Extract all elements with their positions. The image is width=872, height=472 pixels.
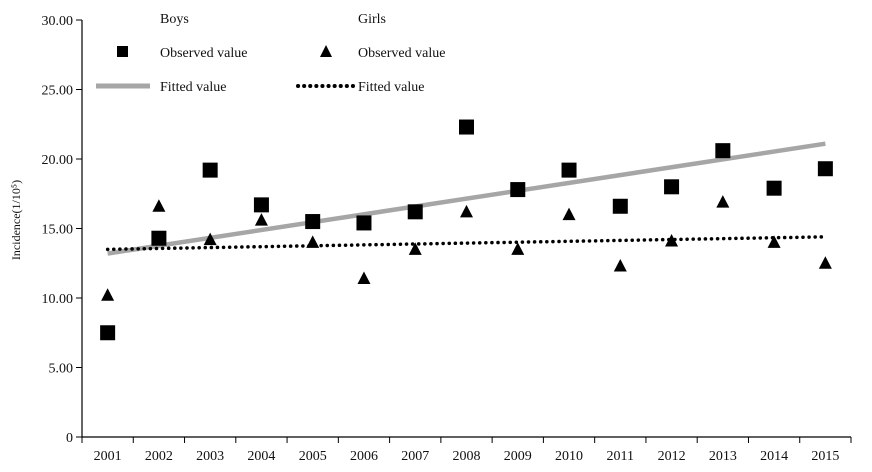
legend-boys-header: Boys <box>160 12 189 27</box>
boys-observed-point <box>305 214 321 230</box>
boys-observed-point <box>407 204 423 220</box>
girls-observed-point <box>152 199 166 212</box>
y-tick-label: 15.00 <box>42 223 74 238</box>
girls-observed-point <box>306 235 320 248</box>
x-tick-label: 2008 <box>453 449 481 464</box>
x-tick-label: 2015 <box>811 449 839 464</box>
x-tick-label: 2010 <box>555 449 583 464</box>
girls-observed-point <box>460 204 473 218</box>
girls-fitted-line <box>105 235 828 252</box>
girls-observed-point <box>408 242 422 255</box>
boys-observed-point <box>715 143 731 159</box>
x-tick-label: 2011 <box>607 449 634 464</box>
boys-observed-point <box>100 325 116 341</box>
boys-observed-point <box>664 179 680 195</box>
y-axis-title: Incidence(1/10⁵) <box>9 180 23 260</box>
y-tick-label: 10.00 <box>42 292 74 307</box>
girls-observed-point <box>511 242 525 255</box>
x-tick-label: 2006 <box>350 449 378 464</box>
boys-observed-point <box>766 180 782 196</box>
boys-observed-point <box>510 182 526 198</box>
girls-observed-point <box>767 235 781 248</box>
boys-fitted-line <box>107 141 826 256</box>
y-axis-ticks: 0 5.00 10.00 15.00 20.00 25.00 30.00 <box>42 14 82 446</box>
legend-girls-fitted-label: Fitted value <box>358 80 425 95</box>
x-tick-label: 2005 <box>299 449 327 464</box>
girls-observed-point <box>716 195 730 208</box>
legend-boys-fitted-label: Fitted value <box>160 80 227 95</box>
x-tick-label: 2014 <box>760 449 788 464</box>
legend-girls-observed-marker <box>320 45 332 57</box>
x-tick-label: 2001 <box>94 449 122 464</box>
boys-observed-point <box>356 215 372 231</box>
y-tick-label: 20.00 <box>42 153 74 168</box>
boys-observed-point <box>253 197 269 213</box>
y-tick-label: 25.00 <box>42 84 74 99</box>
girls-observed-point <box>203 232 217 246</box>
girls-observed-point <box>254 213 268 226</box>
y-tick-label: 5.00 <box>49 362 74 377</box>
x-tick-label: 2009 <box>504 449 532 464</box>
girls-observed-point <box>562 207 576 221</box>
series-layer <box>100 119 833 341</box>
boys-observed-point <box>151 230 167 246</box>
x-axis-ticks: 2001 2002 2003 2004 2005 2006 2007 2008 2009 2010… <box>81 437 852 464</box>
boys-observed-point <box>561 162 577 178</box>
girls-observed-point <box>357 271 371 285</box>
girls-observed-point <box>101 288 115 301</box>
y-tick-label: 0 <box>66 431 73 446</box>
x-tick-label: 2013 <box>709 449 737 464</box>
legend-boys-observed-label: Observed value <box>160 46 247 61</box>
legend-girls-header: Girls <box>358 12 386 27</box>
x-tick-label: 2007 <box>401 449 429 464</box>
boys-observed-point <box>459 119 474 135</box>
legend-girls-observed-label: Observed value <box>358 46 445 61</box>
x-tick-label: 2004 <box>247 449 275 464</box>
boys-observed-point <box>612 198 628 214</box>
legend: Boys Girls Observed value Observed value… <box>96 12 445 95</box>
girls-observed-point <box>613 259 627 272</box>
legend-boys-observed-marker <box>117 46 128 57</box>
x-tick-label: 2002 <box>145 449 173 464</box>
x-tick-label: 2012 <box>658 449 686 464</box>
boys-observed-point <box>202 162 218 178</box>
boys-observed-point <box>817 161 833 177</box>
x-tick-label: 2003 <box>196 449 224 464</box>
girls-observed-point <box>818 256 832 269</box>
girls-observed-point <box>665 234 679 247</box>
y-tick-label: 30.00 <box>42 14 74 29</box>
